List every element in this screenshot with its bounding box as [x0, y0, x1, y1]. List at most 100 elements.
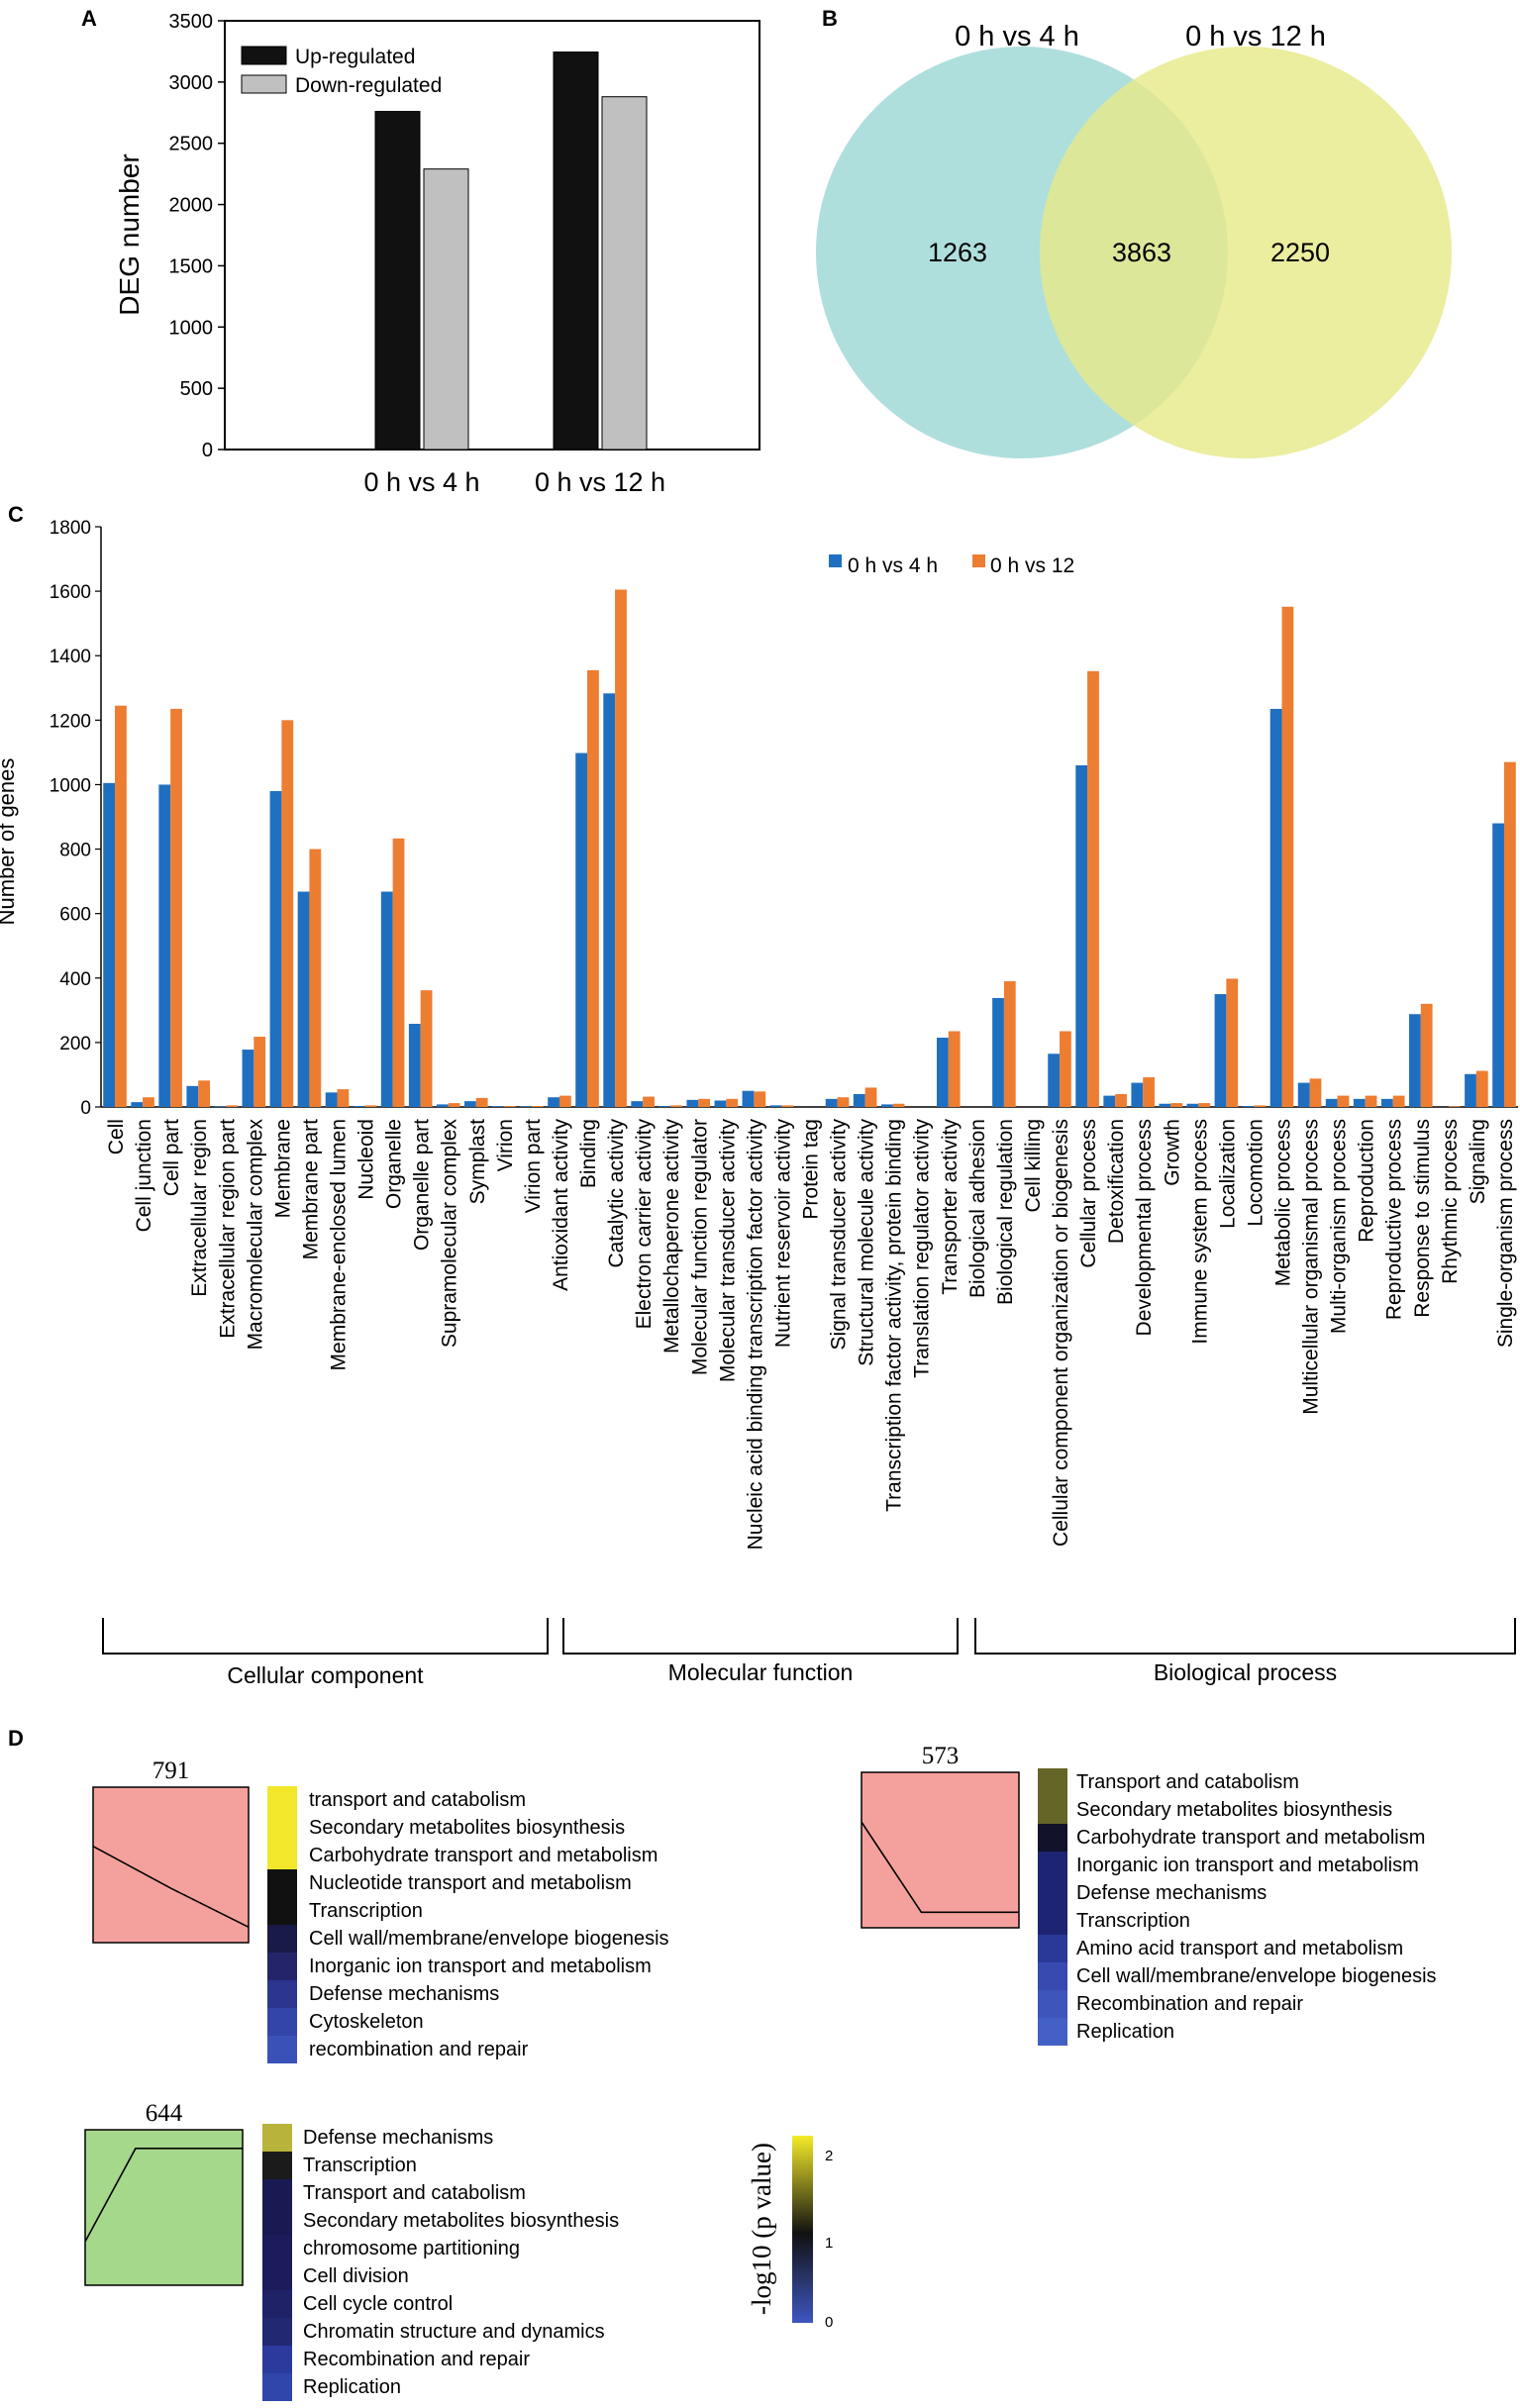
- bar-c: [198, 1080, 210, 1107]
- bar-c: [1269, 708, 1282, 1107]
- bar-c: [408, 1024, 421, 1107]
- x-tick-label-c: Organelle: [383, 1119, 406, 1209]
- bar-c: [143, 1097, 154, 1107]
- panel-label-d: D: [8, 1726, 24, 1751]
- term-heat-cell: [262, 2207, 292, 2235]
- bar-a: [601, 96, 648, 451]
- cluster-profile-line: [84, 2148, 243, 2243]
- x-tick-label-c: Transcription factor activity, protein b…: [883, 1119, 906, 1512]
- term-label: Defense mechanisms: [303, 2127, 493, 2149]
- x-tick-label-c: Molecular function regulator: [688, 1119, 711, 1375]
- bar-c: [1392, 1095, 1405, 1107]
- x-tick-label-c: Extracellular region: [188, 1119, 211, 1297]
- x-tick-label-c: Signal transducer activity: [828, 1119, 851, 1351]
- legend-swatch-4h: [829, 554, 842, 567]
- x-tick-label-c: Detoxification: [1105, 1119, 1128, 1244]
- cluster-gene-count: 791: [152, 1757, 190, 1784]
- cluster-profile-box: [84, 2129, 244, 2286]
- x-tick-label-c: Biological regulation: [994, 1119, 1017, 1305]
- term-label: Carbohydrate transport and metabolism: [1076, 1827, 1425, 1849]
- y-tick-label-a: 3500: [169, 11, 214, 33]
- x-tick-label-a: 0 h vs 12 h: [535, 467, 665, 497]
- bar-c: [1353, 1098, 1366, 1107]
- legend-swatch-up: [241, 46, 287, 65]
- y-axis-label-c: Number of genes: [0, 758, 19, 926]
- bar-c: [1159, 1103, 1171, 1107]
- bar-c: [631, 1101, 644, 1107]
- bar-c: [337, 1089, 350, 1107]
- term-label: Cell wall/membrane/envelope biogenesis: [309, 1928, 669, 1950]
- x-tick-label-a: 0 h vs 4 h: [363, 467, 479, 497]
- x-tick-label-c: Translation regulator activity: [911, 1119, 934, 1378]
- bar-c: [475, 1097, 488, 1107]
- bar-c: [659, 1106, 671, 1107]
- term-label: Secondary metabolites biosynthesis: [303, 2210, 619, 2232]
- term-heat-cell: [1038, 1990, 1067, 2018]
- colorbar: [792, 2136, 813, 2323]
- bar-c: [297, 891, 310, 1107]
- bar-c: [1281, 606, 1294, 1107]
- bar-c: [281, 720, 294, 1107]
- term-heat-cell: [1038, 1879, 1067, 1907]
- y-tick-label-a: 3000: [169, 72, 214, 94]
- bar-c: [643, 1096, 655, 1107]
- x-tick-label-c: Symplast: [466, 1119, 489, 1205]
- bar-c: [853, 1093, 865, 1107]
- bar-c: [1103, 1095, 1116, 1107]
- term-label: Carbohydrate transport and metabolism: [309, 1845, 658, 1866]
- panel-b: 0 h vs 4 h 0 h vs 12 h 1263 3863 2250: [816, 21, 1452, 458]
- bar-c: [1226, 978, 1239, 1107]
- term-heat-cell: [1038, 1824, 1067, 1852]
- term-label: chromosome partitioning: [303, 2238, 520, 2259]
- term-heat-cell: [267, 1842, 297, 1869]
- x-tick-label-c: Cell killing: [1022, 1119, 1045, 1213]
- bar-c: [503, 1106, 516, 1107]
- y-tick-label-c: 600: [59, 905, 91, 926]
- x-tick-label-c: Supramolecular complex: [439, 1119, 461, 1349]
- bar-c: [880, 1104, 893, 1107]
- bar-c: [253, 1037, 266, 1107]
- x-tick-label-c: Transporter activity: [939, 1119, 962, 1295]
- term-label: recombination and repair: [309, 2039, 529, 2060]
- bar-c: [1475, 1070, 1488, 1107]
- term-heat-cell: [267, 1869, 297, 1897]
- term-heat-cell: [262, 2124, 292, 2152]
- term-label: Inorganic ion transport and metabolism: [1076, 1855, 1419, 1876]
- bar-c: [603, 693, 616, 1107]
- group-bracket-c: [974, 1618, 1516, 1655]
- legend-label-4h: 0 h vs 4 h: [848, 554, 938, 577]
- legend-label-12h: 0 h vs 12: [990, 554, 1074, 577]
- bar-c: [1309, 1078, 1322, 1107]
- bar-a: [423, 168, 469, 451]
- bar-c: [714, 1100, 727, 1107]
- x-tick-label-c: Binding: [577, 1119, 600, 1188]
- y-tick-label-c: 400: [59, 969, 91, 990]
- x-tick-label-c: Metabolic process: [1272, 1119, 1295, 1286]
- panel-d: 791 transport and catabolism Secondary met…: [84, 1743, 1437, 2401]
- term-heat-cell: [267, 2036, 297, 2063]
- bar-c: [1087, 670, 1099, 1107]
- bar-c: [531, 1106, 544, 1107]
- bar-c: [698, 1098, 711, 1107]
- y-tick-label-a: 500: [180, 378, 213, 400]
- y-tick-label-a: 1500: [169, 255, 214, 277]
- bar-c: [892, 1103, 905, 1107]
- x-labels-a: 0 h vs 4 h 0 h vs 12 h: [363, 467, 665, 497]
- bar-c: [781, 1105, 794, 1107]
- y-tick-label-c: 1600: [50, 582, 91, 603]
- term-label: Secondary metabolites biosynthesis: [1076, 1799, 1392, 1821]
- bar-c: [1003, 981, 1016, 1107]
- y-ticks-c: 0 200 400 600 800 1000 1200 1400 1600 1800: [50, 518, 101, 1119]
- bar-c: [615, 589, 627, 1107]
- term-heat-cell: [1038, 2018, 1067, 2046]
- bar-c: [325, 1092, 338, 1107]
- term-heat-cell: [267, 1925, 297, 1953]
- bar-c: [825, 1098, 838, 1107]
- term-heat-cell: [262, 2262, 292, 2290]
- venn-title-12h: 0 h vs 12 h: [1185, 21, 1326, 52]
- term-heat-cell: [267, 1953, 297, 1980]
- bar-c: [364, 1105, 377, 1107]
- bars-a: [374, 51, 648, 451]
- bar-c: [1420, 1003, 1433, 1107]
- x-tick-label-c: Localization: [1216, 1119, 1239, 1229]
